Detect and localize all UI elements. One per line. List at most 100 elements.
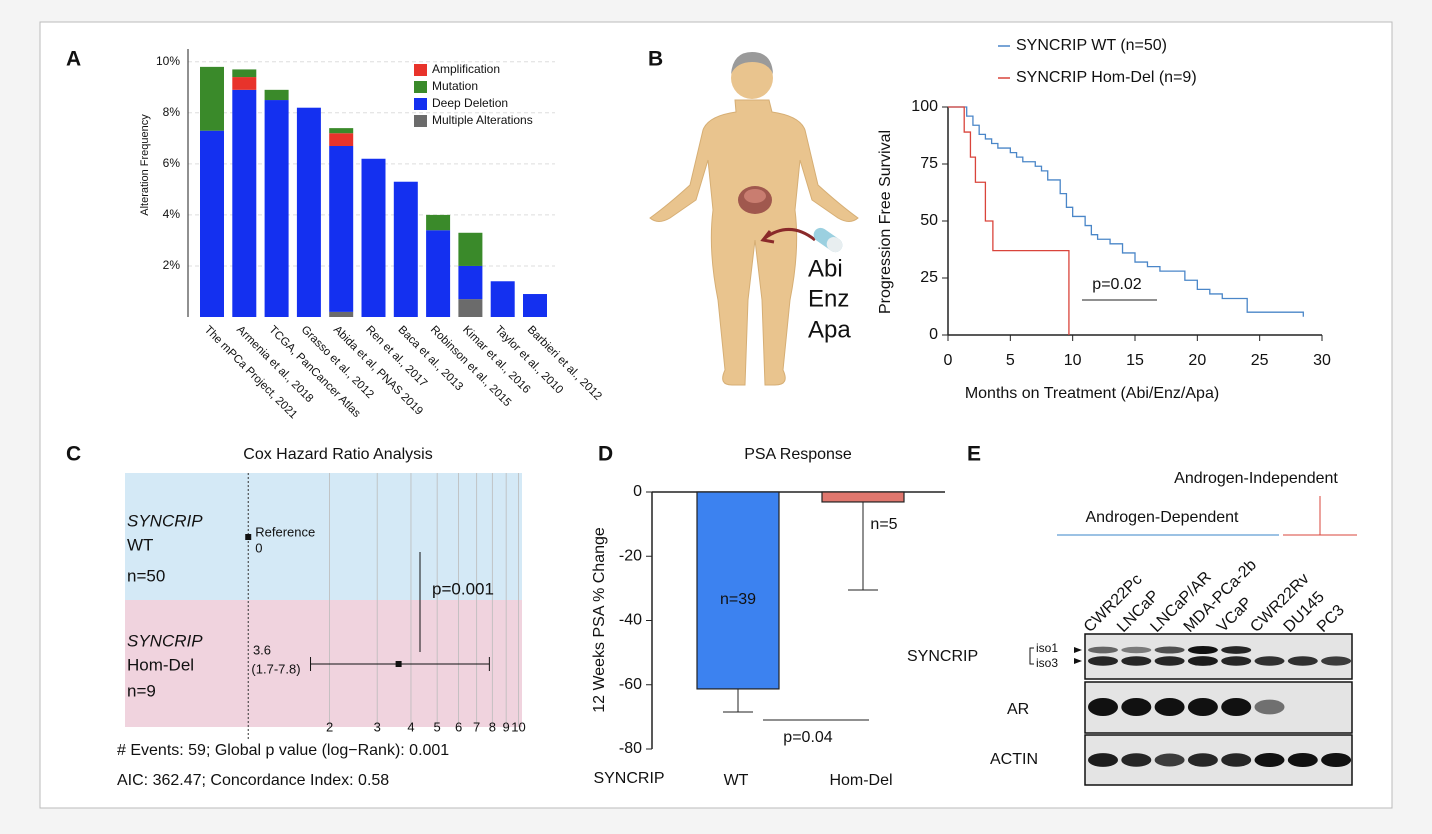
x-tick-label: Hom-Del (829, 772, 892, 789)
bar-segment (264, 100, 289, 317)
x-tick-label: 25 (1251, 352, 1269, 369)
y-tick-label: 0 (633, 483, 642, 500)
drug-label: Apa (808, 316, 851, 343)
bar-segment (361, 158, 386, 317)
bar-segment (232, 77, 257, 90)
survival-curve (948, 106, 1070, 335)
y-tick-label: 6% (163, 156, 181, 170)
group-label: Androgen-Independent (1174, 470, 1338, 487)
blot-panel (1084, 633, 1353, 680)
x-tick-label: 15 (1126, 352, 1144, 369)
blot-band (1287, 753, 1318, 767)
bar-segment (329, 128, 354, 134)
legend-label: Amplification (432, 62, 500, 76)
blot-band (1187, 753, 1218, 767)
blot-band (1154, 698, 1185, 716)
x-tick-label: 2 (326, 719, 333, 734)
row-label: AR (1007, 701, 1029, 718)
reference-label: Reference (255, 524, 315, 539)
blot-band (1254, 699, 1285, 715)
blot-band (1221, 753, 1252, 767)
human-figure (649, 52, 859, 386)
bar-segment (264, 89, 289, 101)
x-tick-label: 0 (944, 352, 953, 369)
isoform-arrow (1074, 647, 1082, 664)
bar (821, 491, 905, 503)
y-axis-label: 12 Weeks PSA % Change (591, 527, 608, 713)
chart-title: Cox Hazard Ratio Analysis (243, 446, 432, 463)
group-label: SYNCRIP (593, 770, 664, 787)
row-group: SYNCRIP (127, 631, 203, 650)
bracket (1029, 647, 1034, 665)
y-tick-label: 50 (920, 212, 938, 229)
drug-label: Abi (808, 255, 843, 282)
bar-segment (329, 133, 354, 146)
row-background (125, 473, 522, 600)
row-group: SYNCRIP (127, 511, 203, 530)
legend-label: SYNCRIP WT (n=50) (1016, 37, 1167, 54)
bar-segment (232, 69, 257, 78)
row-count: n=9 (127, 681, 156, 700)
bar-segment (458, 265, 483, 300)
blot-band (1121, 698, 1152, 716)
blot-band (1154, 646, 1185, 654)
row-name: Hom-Del (127, 655, 194, 674)
y-tick-label: -20 (619, 547, 642, 564)
blot-band (1154, 753, 1185, 767)
blot-band (1121, 646, 1152, 654)
x-tick-label: 5 (434, 719, 441, 734)
group-label: Androgen-Dependent (1085, 509, 1239, 526)
bar (696, 491, 780, 690)
reference-text: 0 (255, 540, 262, 555)
blot-band (1187, 646, 1218, 654)
x-tick-label: 9 (503, 719, 510, 734)
bar-segment (426, 214, 451, 231)
x-tick-label: WT (724, 772, 749, 789)
y-tick-label: -60 (619, 676, 642, 693)
blot-band (1088, 698, 1118, 716)
reference-point (245, 534, 252, 540)
legend-swatch (414, 98, 427, 110)
annotation: p=0.001 (432, 579, 494, 598)
y-tick-label: 100 (911, 98, 938, 115)
legend-label: Deep Deletion (432, 96, 508, 110)
x-tick-label: 10 (1064, 352, 1082, 369)
ci-label: (1.7-7.8) (251, 661, 300, 676)
x-tick-label: 30 (1313, 352, 1331, 369)
y-tick-label: 8% (163, 105, 181, 119)
y-tick-label: 75 (920, 155, 938, 172)
panel-label: E (967, 443, 981, 466)
legend-swatch (414, 64, 427, 76)
y-tick-label: 0 (929, 326, 938, 343)
x-tick-label: 6 (455, 719, 462, 734)
x-axis-label: Months on Treatment (Abi/Enz/Apa) (965, 385, 1219, 402)
blot-band (1154, 656, 1185, 666)
x-tick-label: 10 (511, 719, 525, 734)
x-tick-label: 20 (1188, 352, 1206, 369)
bar-segment (393, 181, 418, 317)
y-tick-label: 10% (156, 54, 180, 68)
bar-segment (458, 232, 483, 266)
legend-swatch (414, 81, 427, 93)
row-label: ACTIN (990, 751, 1038, 768)
survival-curve (948, 106, 1304, 317)
blot-band (1187, 656, 1218, 666)
panel-label: C (66, 443, 81, 466)
bar-segment (490, 281, 515, 317)
drug-label: Enz (808, 285, 849, 312)
blot-band (1321, 656, 1352, 666)
x-tick-label: 5 (1006, 352, 1015, 369)
count-label: n=39 (720, 591, 756, 608)
x-tick-label: 7 (473, 719, 480, 734)
blot-band (1121, 753, 1152, 767)
chart-title: PSA Response (744, 446, 852, 463)
row-count: n=50 (127, 566, 165, 585)
legend-label: Mutation (432, 79, 478, 93)
blot-band (1088, 646, 1118, 654)
y-axis-label: Alteration Frequency (139, 114, 151, 216)
y-tick-label: 25 (920, 269, 938, 286)
blot-band (1221, 656, 1252, 666)
bar-segment (232, 89, 257, 317)
isoform-label: iso3 (1036, 656, 1058, 670)
